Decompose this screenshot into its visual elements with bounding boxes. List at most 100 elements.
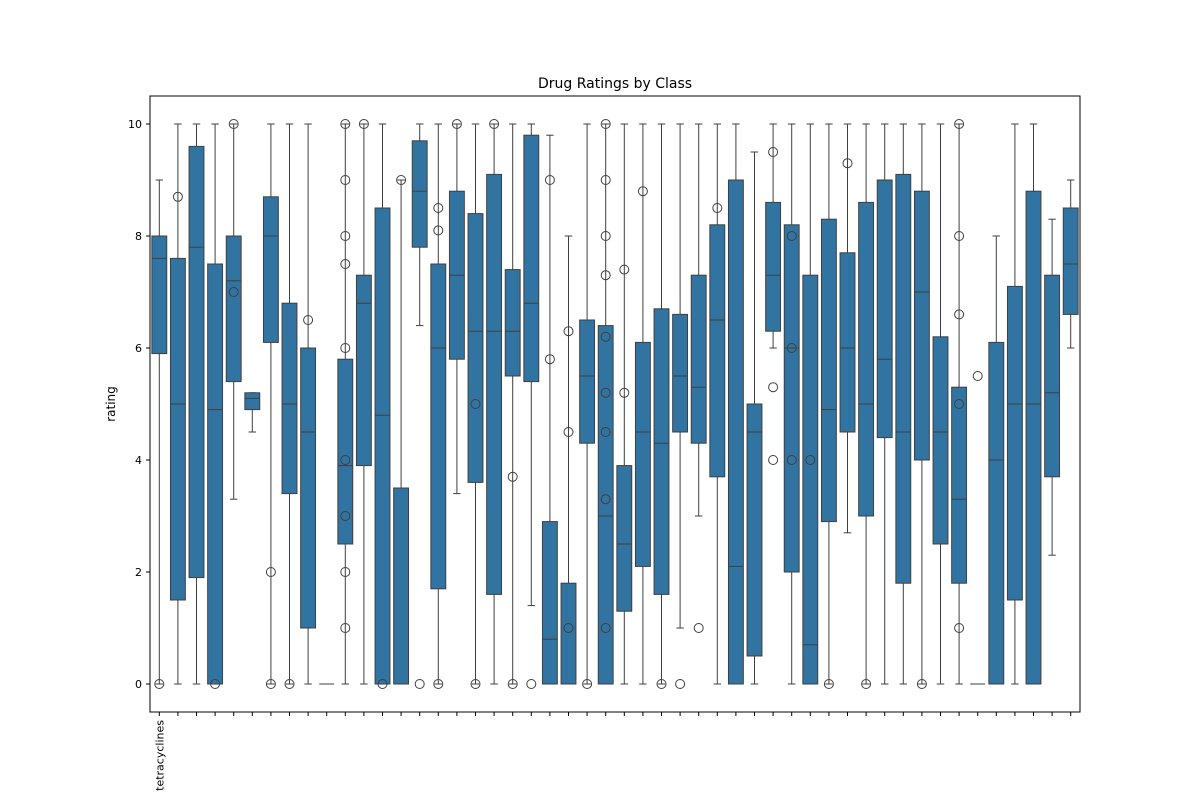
outlier <box>619 387 630 398</box>
box <box>913 190 930 461</box>
box <box>895 173 912 584</box>
outlier <box>600 427 611 437</box>
box <box>727 179 744 685</box>
outlier <box>954 231 965 241</box>
outlier <box>526 679 537 689</box>
outlier <box>228 119 239 129</box>
box <box>411 140 428 248</box>
box <box>839 252 856 433</box>
outlier <box>656 679 667 689</box>
outlier <box>842 158 853 169</box>
outlier <box>544 175 555 185</box>
box <box>988 341 1005 685</box>
outlier <box>228 287 239 297</box>
outlier <box>600 270 611 281</box>
outlier <box>303 315 314 325</box>
outlier <box>433 203 444 213</box>
box <box>746 403 763 657</box>
box <box>802 274 819 685</box>
box <box>858 201 875 517</box>
outlier <box>693 623 704 633</box>
outlier <box>265 679 276 689</box>
box <box>616 465 633 612</box>
box <box>337 358 354 545</box>
outlier <box>954 119 965 129</box>
outlier <box>396 175 407 185</box>
chart-title: Drug Ratings by Class <box>538 76 692 92</box>
box <box>244 392 261 411</box>
outlier <box>619 264 630 275</box>
outlier <box>768 382 779 393</box>
box <box>597 325 614 685</box>
outlier <box>340 259 351 269</box>
outlier <box>600 119 611 129</box>
y-tick-label: 4 <box>135 454 142 467</box>
outlier <box>600 231 611 241</box>
box <box>541 521 558 685</box>
box <box>188 145 205 579</box>
outlier <box>340 455 351 465</box>
outlier <box>172 191 183 202</box>
box <box>281 302 298 495</box>
box <box>486 173 503 595</box>
y-axis-label: rating <box>104 386 118 422</box>
box <box>560 582 577 685</box>
y-tick-label: 0 <box>135 678 142 691</box>
outlier <box>340 343 351 353</box>
box <box>169 257 186 601</box>
box <box>820 218 837 523</box>
outlier <box>340 119 351 129</box>
outlier <box>600 623 611 633</box>
box <box>932 336 949 545</box>
outlier <box>414 679 425 689</box>
outlier <box>861 679 872 689</box>
outlier <box>786 231 797 241</box>
box <box>207 263 224 685</box>
outlier <box>786 343 797 353</box>
outlier <box>544 354 555 365</box>
box <box>1025 190 1042 685</box>
outlier <box>637 186 648 197</box>
outlier <box>470 679 481 689</box>
box <box>393 487 410 685</box>
box <box>262 196 279 343</box>
box <box>876 179 893 439</box>
box <box>355 274 372 467</box>
y-tick-label: 6 <box>135 342 142 355</box>
outlier <box>582 679 593 689</box>
box <box>1006 285 1023 601</box>
outlier <box>600 387 611 398</box>
outlier <box>154 679 165 689</box>
outlier <box>805 455 816 465</box>
outlier <box>340 511 351 521</box>
box <box>430 263 447 590</box>
outlier <box>954 623 965 633</box>
outlier <box>507 471 518 482</box>
outlier <box>563 623 574 633</box>
outlier <box>972 371 983 381</box>
outlier <box>712 203 723 213</box>
outlier <box>768 455 779 465</box>
box <box>690 274 707 444</box>
x-tick-label: tetracyclines <box>153 720 166 791</box>
y-tick-label: 10 <box>128 118 142 131</box>
outlier <box>358 119 369 129</box>
box <box>300 347 317 629</box>
box <box>765 201 782 332</box>
outlier <box>600 331 611 342</box>
outlier <box>823 679 834 689</box>
outlier <box>210 679 221 689</box>
outlier <box>489 119 500 129</box>
box <box>504 269 521 377</box>
box <box>1044 274 1061 478</box>
outlier <box>600 175 611 185</box>
box <box>709 224 726 478</box>
outlier <box>284 679 295 689</box>
box <box>523 134 540 383</box>
box <box>374 207 391 685</box>
box <box>467 213 484 483</box>
y-tick-label: 2 <box>135 566 142 579</box>
outlier <box>340 175 351 185</box>
